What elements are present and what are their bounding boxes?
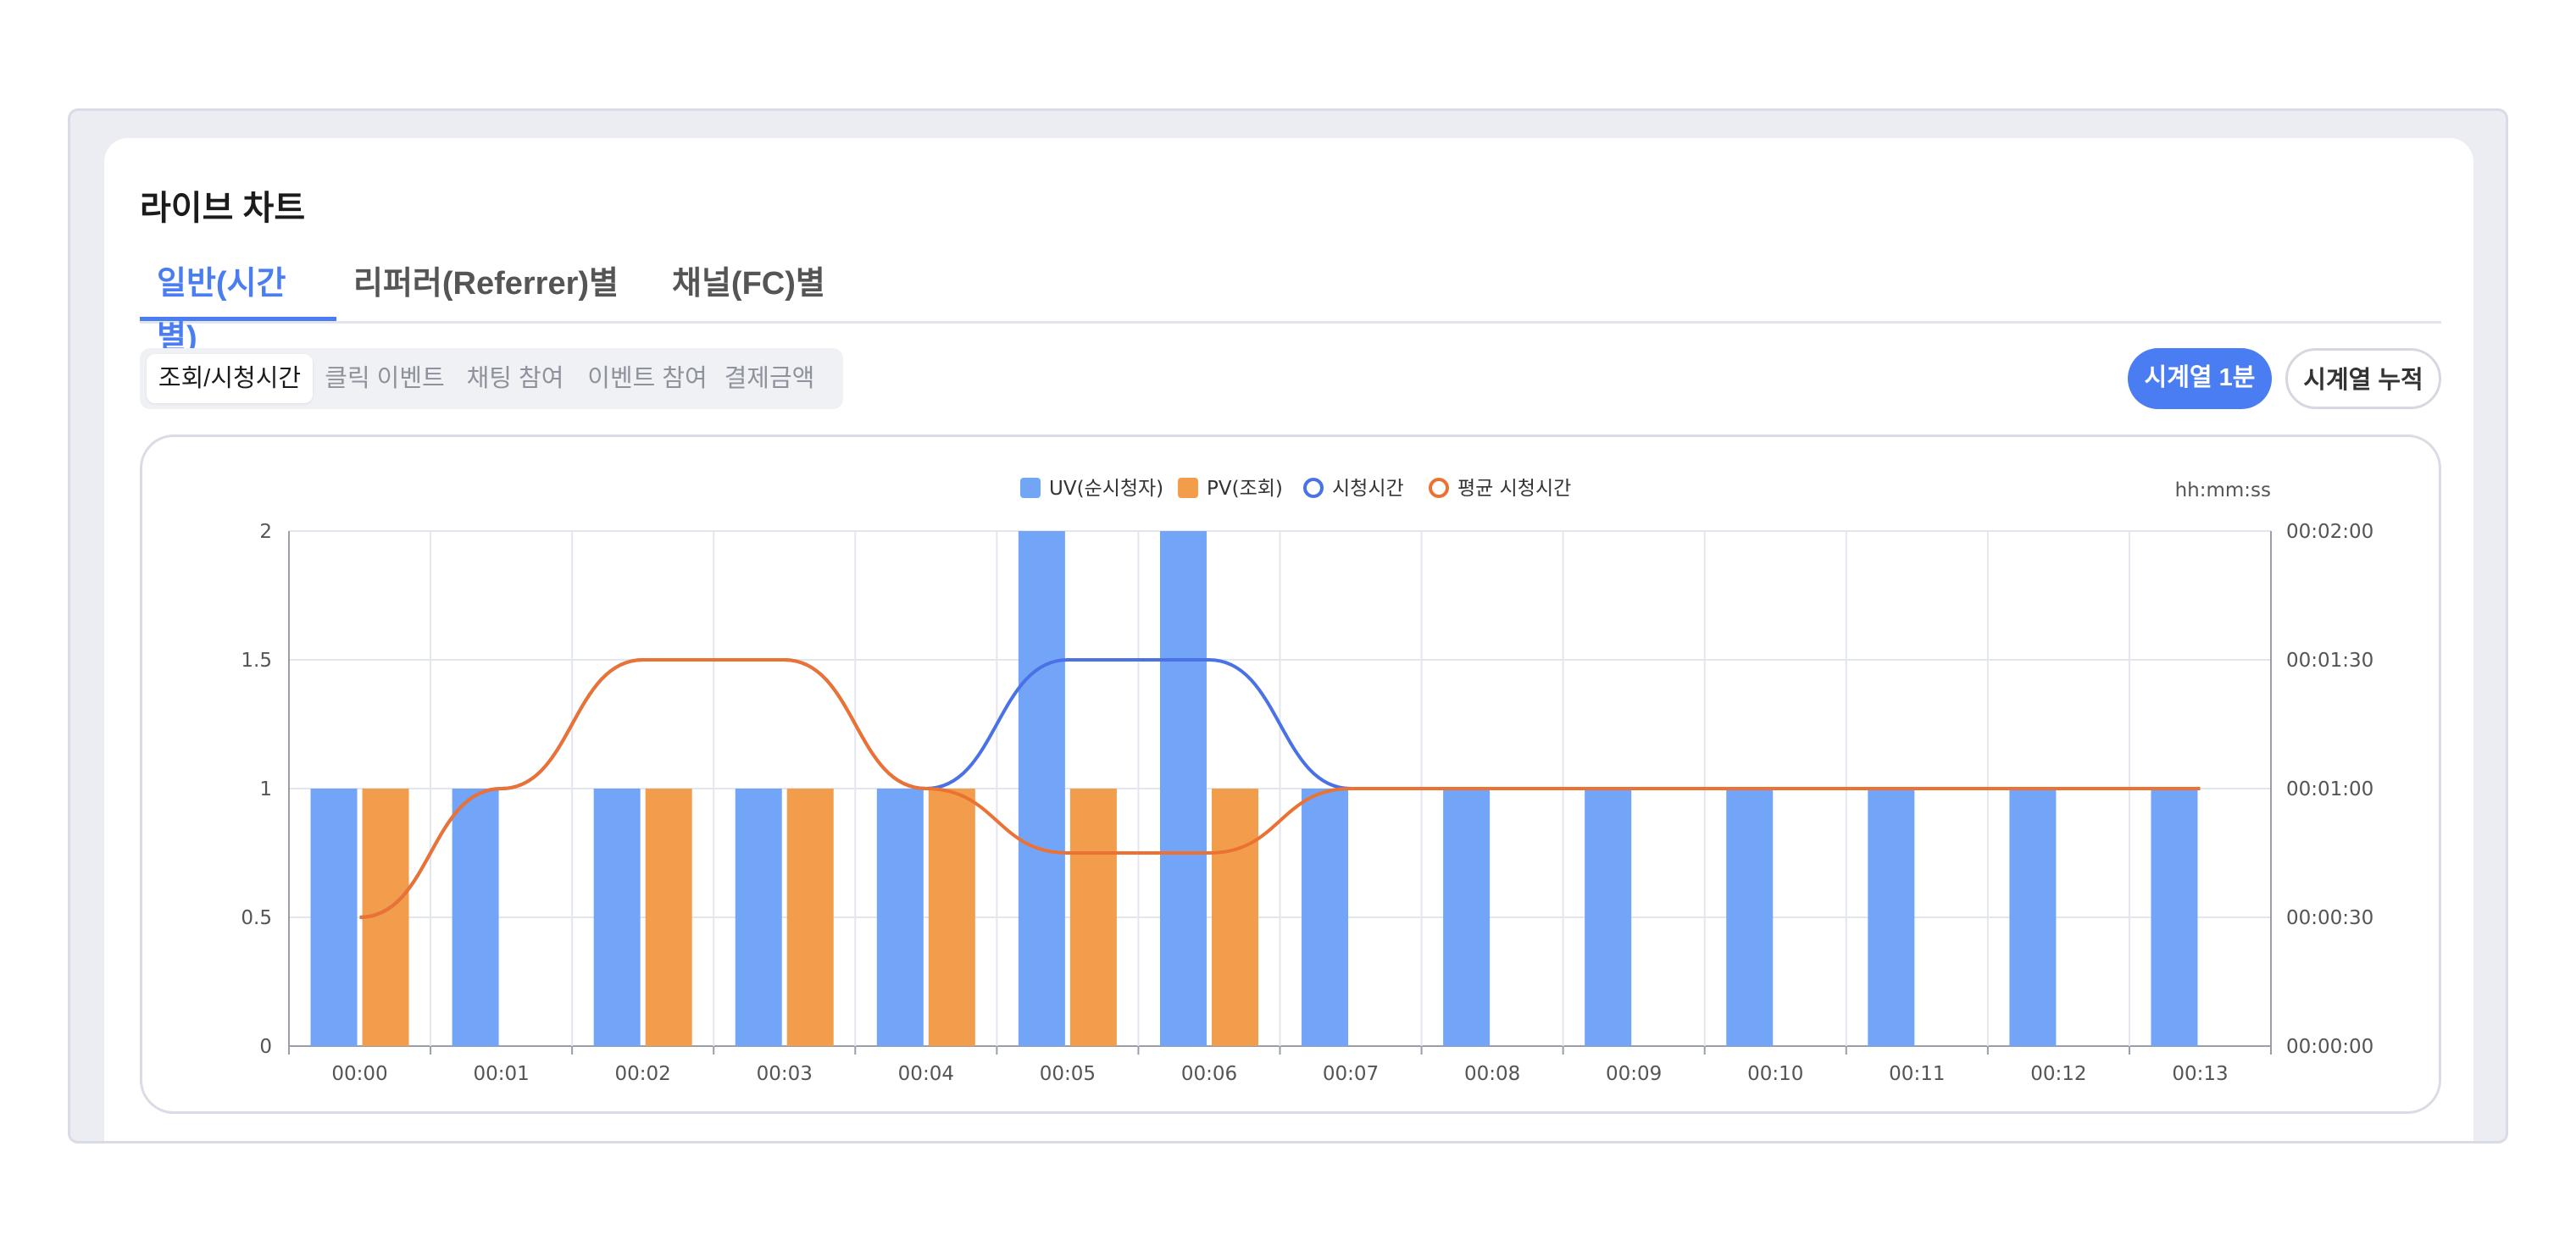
y-tick-label: 2 xyxy=(259,521,272,543)
x-tick-label: 00:04 xyxy=(898,1063,954,1085)
y2-tick-label: 00:00:30 xyxy=(2286,907,2373,929)
y2-axis-unit: hh:mm:ss xyxy=(2175,479,2271,501)
x-tick-label: 00:05 xyxy=(1040,1063,1096,1085)
bar-uv xyxy=(1726,789,1774,1046)
bar-pv xyxy=(1069,789,1117,1046)
combo-chart: 0 00:00:00 0.5 00:00:30 1 00:01:00 1.5 00:01:30… xyxy=(241,478,2373,1085)
timeseries-1min-button[interactable]: 시계열 1분 xyxy=(2128,348,2272,409)
bar-uv xyxy=(2151,789,2198,1046)
bar-uv xyxy=(1868,789,1915,1046)
x-tick-label: 00:02 xyxy=(615,1063,671,1085)
bar-pv xyxy=(1211,789,1258,1046)
page-title: 라이브 차트 xyxy=(140,190,306,227)
x-tick-label: 00:08 xyxy=(1464,1063,1520,1085)
x-tick-label: 00:03 xyxy=(757,1063,813,1085)
y-tick-label: 0 xyxy=(259,1036,272,1058)
bar-uv xyxy=(310,789,358,1046)
subtab-click-event[interactable]: 클릭 이벤트 xyxy=(325,365,445,392)
legend-pv-swatch xyxy=(1178,478,1198,498)
subtab-event-participation[interactable]: 이벤트 참여 xyxy=(587,365,708,392)
x-tick-label: 00:12 xyxy=(2030,1063,2086,1085)
main-tabs: 일반(시간별) 리퍼러(Referrer)별 채널(FC)별 xyxy=(140,257,2441,356)
y2-tick-label: 00:01:00 xyxy=(2286,778,2373,800)
bar-uv xyxy=(1159,531,1207,1046)
live-chart-card: 라이브 차트 일반(시간별) 리퍼러(Referrer)별 채널(FC)별 조회… xyxy=(104,138,2473,1141)
chart-container: 0 00:00:00 0.5 00:00:30 1 00:01:00 1.5 00:01:30… xyxy=(140,435,2441,1114)
legend-avg-watch-time-swatch xyxy=(1429,478,1449,498)
y2-tick-label: 00:00:00 xyxy=(2286,1036,2373,1058)
timeseries-cumulative-button[interactable]: 시계열 누적 xyxy=(2285,348,2441,409)
bar-uv xyxy=(1018,531,1065,1046)
y2-tick-label: 00:02:00 xyxy=(2286,521,2373,543)
legend-uv-label: UV(순시청자) xyxy=(1049,478,1163,500)
x-tick-label: 00:13 xyxy=(2172,1063,2228,1085)
bar-uv xyxy=(1443,789,1491,1046)
tab-channel[interactable]: 채널(FC)별 xyxy=(672,266,825,302)
metric-subtabs: 조회/시청시간 클릭 이벤트 채팅 참여 이벤트 참여 결제금액 xyxy=(140,348,843,409)
legend-avg-watch-time-label: 평균 시청시간 xyxy=(1457,478,1571,500)
bar-pv xyxy=(928,789,975,1046)
bar-uv xyxy=(2009,789,2057,1046)
x-tick-label: 00:09 xyxy=(1606,1063,1662,1085)
bar-pv xyxy=(645,789,692,1046)
subtab-chat-participation[interactable]: 채팅 참여 xyxy=(466,365,564,392)
legend-watch-time-label: 시청시간 xyxy=(1332,478,1404,500)
x-tick-label: 00:10 xyxy=(1747,1063,1803,1085)
line-avg-watch-time xyxy=(359,658,2201,919)
y-tick-label: 1 xyxy=(259,778,272,800)
subtab-views-watchtime[interactable]: 조회/시청시간 xyxy=(147,354,313,403)
legend-watch-time-swatch xyxy=(1303,478,1324,498)
tab-general-hourly[interactable]: 일반(시간별) xyxy=(140,257,336,356)
bar-uv xyxy=(1302,789,1349,1046)
x-tick-label: 00:06 xyxy=(1181,1063,1237,1085)
y-tick-label: 0.5 xyxy=(241,907,272,929)
bar-pv xyxy=(786,789,834,1046)
x-tick-label: 00:11 xyxy=(1889,1063,1945,1085)
bar-uv xyxy=(876,789,924,1046)
bar-uv xyxy=(452,789,499,1046)
bar-uv xyxy=(735,789,782,1046)
bar-uv xyxy=(1585,789,1632,1046)
y2-tick-label: 00:01:30 xyxy=(2286,650,2373,672)
bar-uv xyxy=(593,789,641,1046)
legend-pv-label: PV(조회) xyxy=(1207,478,1283,500)
x-tick-label: 00:00 xyxy=(331,1063,387,1085)
dashboard-panel: 라이브 차트 일반(시간별) 리퍼러(Referrer)별 채널(FC)별 조회… xyxy=(68,108,2508,1143)
x-tick-label: 00:01 xyxy=(473,1063,529,1085)
legend-uv-swatch xyxy=(1020,478,1041,498)
x-tick-label: 00:07 xyxy=(1323,1063,1379,1085)
y-tick-label: 1.5 xyxy=(241,650,272,672)
tab-referrer[interactable]: 리퍼러(Referrer)별 xyxy=(353,266,619,302)
subtab-payment-amount[interactable]: 결제금액 xyxy=(724,365,815,392)
